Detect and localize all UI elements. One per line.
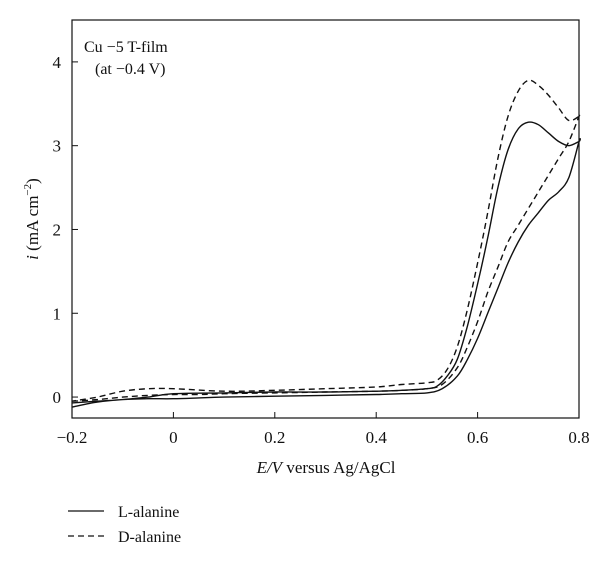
series-line-l-alanine <box>71 121 581 408</box>
annotation-line-1: Cu −5 T-film <box>84 39 168 56</box>
annotation-line-2: (at −0.4 V) <box>95 61 166 78</box>
y-tick-label: 3 <box>53 137 62 156</box>
x-tick-label: 0.4 <box>366 428 388 447</box>
series-line-d-alanine <box>71 79 581 402</box>
y-axis-label-italic: i <box>23 255 42 260</box>
y-axis-label-sup: −2 <box>22 184 34 196</box>
y-tick-label: 1 <box>53 304 62 323</box>
y-axis-label-rest: (mA cm <box>23 196 42 256</box>
y-tick-label: 0 <box>53 388 62 407</box>
x-axis-label-rest: versus Ag/AgCl <box>282 458 396 477</box>
x-tick-label: 0.8 <box>568 428 589 447</box>
legend: L-alanine D-alanine <box>68 504 181 546</box>
legend-label-l-alanine: L-alanine <box>118 504 179 521</box>
x-axis-label-italic: E/V <box>256 458 285 477</box>
x-tick-label: 0.2 <box>264 428 285 447</box>
plot-frame <box>71 19 580 419</box>
series-layer <box>71 79 581 408</box>
y-tick-label: 4 <box>53 53 62 72</box>
x-tick-label: 0.6 <box>467 428 488 447</box>
x-tick-label: 0 <box>169 428 178 447</box>
y-axis-label-close: ) <box>23 178 42 184</box>
y-axis-label: i (mA cm−2) <box>22 178 42 260</box>
x-axis-label: E/V versus Ag/AgCl <box>256 458 396 477</box>
tick-layer: −0.2 0 0.2 0.4 0.6 0.8 0 1 2 3 4 <box>53 53 590 447</box>
y-tick-label: 2 <box>53 220 62 239</box>
legend-label-d-alanine: D-alanine <box>118 529 181 546</box>
x-tick-label: −0.2 <box>57 428 88 447</box>
